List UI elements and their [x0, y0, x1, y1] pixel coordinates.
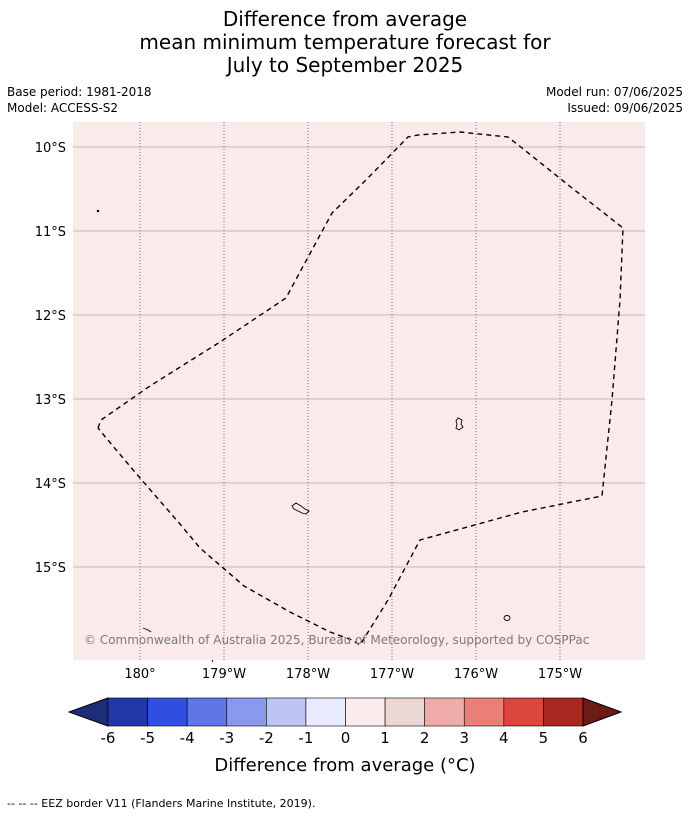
colorbar-cell: [266, 697, 307, 727]
colorbar-cell: [543, 697, 584, 727]
colorbar-tick-label: -6: [101, 729, 116, 747]
lon-label: 175°W: [538, 667, 582, 682]
island-outlines: [96, 209, 511, 663]
forecast-map: 10°S 11°S 12°S 13°S 14°S 15°S 180° 179°W…: [35, 122, 645, 682]
colorbar-tick-label: 6: [578, 729, 588, 747]
meta-right: Model run: 07/06/2025 Issued: 09/06/2025: [546, 84, 683, 116]
latitude-gridlines: [73, 146, 645, 568]
colorbar-cell: [147, 697, 188, 727]
model-run: Model run: 07/06/2025: [545, 85, 683, 99]
lon-label: 176°W: [454, 667, 498, 682]
base-period: Base period: 1981-2018: [7, 85, 152, 99]
colorbar-tick-label: -3: [219, 729, 234, 747]
map-panel: [73, 122, 645, 660]
colorbar-high-extension: [582, 697, 623, 727]
title-line-3: July to September 2025: [226, 53, 464, 77]
colorbar-cell: [424, 697, 465, 727]
eez-footnote: -- -- -- EEZ border V11 (Flanders Marine…: [7, 797, 316, 810]
lat-label: 15°S: [35, 561, 66, 576]
lon-label: 180°: [124, 667, 155, 682]
colorbar-tick-label: 4: [499, 729, 509, 747]
colorbar-tick-label: -4: [180, 729, 195, 747]
map-title: Difference from average mean minimum tem…: [0, 8, 690, 77]
colorbar-cell: [503, 697, 544, 727]
colorbar-tick-label: -5: [140, 729, 155, 747]
colorbar-cell: [305, 697, 346, 727]
colorbar-cell: [226, 697, 267, 727]
colorbar-tick-labels: -6 -5 -4 -3 -2 -1 0 1 2 3 4 5 6: [101, 729, 588, 747]
colorbar-low-extension: [67, 697, 109, 727]
lat-label: 11°S: [35, 225, 66, 240]
latitude-labels: 10°S 11°S 12°S 13°S 14°S 15°S: [35, 141, 66, 576]
lon-label: 177°W: [370, 667, 414, 682]
lat-label: 13°S: [35, 393, 66, 408]
model-name: Model: ACCESS-S2: [7, 101, 119, 115]
colorbar-tick-label: 1: [380, 729, 390, 747]
colorbar-tick-label: -1: [298, 729, 313, 747]
colorbar-cell: [186, 697, 228, 727]
lon-label: 179°W: [202, 667, 246, 682]
title-line-2: mean minimum temperature forecast for: [139, 30, 551, 54]
copyright-credit: © Commonwealth of Australia 2025, Bureau…: [84, 633, 590, 647]
colorbar-tick-label: 2: [420, 729, 430, 747]
issued-date: Issued: 09/06/2025: [567, 101, 683, 115]
colorbar-label: Difference from average (°C): [214, 755, 476, 776]
meta-left: Base period: 1981-2018 Model: ACCESS-S2: [7, 84, 152, 116]
lon-label: 178°W: [286, 667, 330, 682]
lat-label: 14°S: [35, 477, 66, 492]
colorbar-tick-label: 3: [459, 729, 469, 747]
colorbar-cell: [384, 697, 425, 727]
colorbar-tick-label: 0: [341, 729, 351, 747]
colorbar-tick-label: 5: [539, 729, 549, 747]
colorbar-cell: [345, 697, 386, 727]
colorbar-cells: [107, 697, 584, 727]
eez-border: [97, 131, 624, 646]
colorbar-tick-label: -2: [259, 729, 274, 747]
title-line-1: Difference from average: [222, 7, 468, 31]
lat-label: 12°S: [35, 309, 66, 324]
colorbar-cell: [107, 697, 148, 727]
lat-label: 10°S: [35, 141, 66, 156]
colorbar: -6 -5 -4 -3 -2 -1 0 1 2 3 4 5 6: [67, 697, 623, 747]
longitude-labels: 180° 179°W 178°W 177°W 176°W 175°W: [124, 667, 582, 682]
colorbar-cell: [463, 697, 505, 727]
